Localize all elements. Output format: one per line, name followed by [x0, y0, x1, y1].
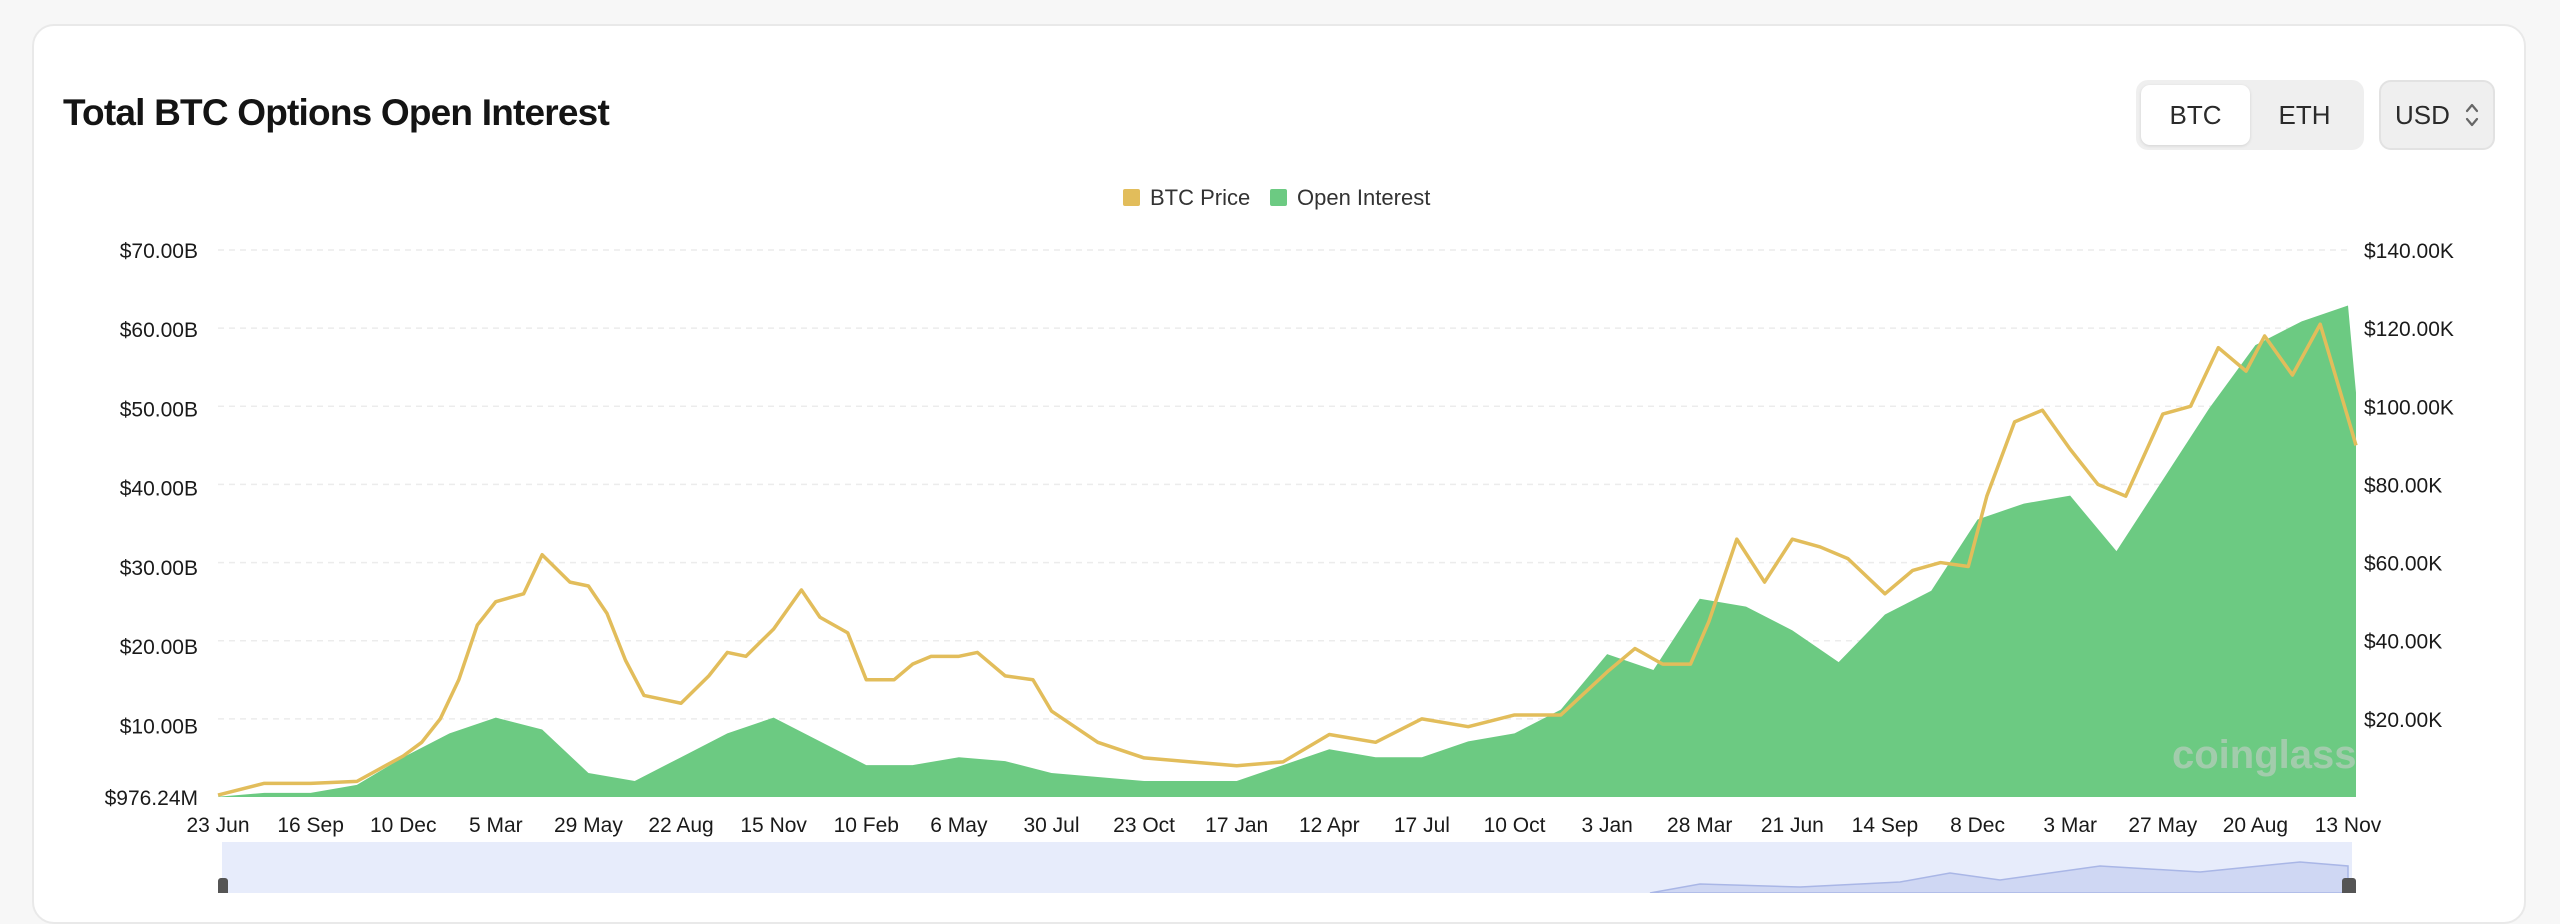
x-tick-label: 14 Sep	[1852, 814, 1919, 837]
x-tick-label: 13 Nov	[2315, 814, 2382, 837]
x-tick-label: 17 Jan	[1205, 814, 1268, 837]
y-left-tick-label: $60.00B	[120, 319, 198, 342]
x-tick-label: 23 Jun	[186, 814, 249, 837]
y-left-tick-label: $40.00B	[120, 478, 198, 501]
chart-legend: BTC Price Open Interest	[1123, 185, 1430, 210]
y-left-tick-label: $50.00B	[120, 398, 198, 421]
x-tick-label: 30 Jul	[1023, 814, 1079, 837]
open-interest-chart[interactable]: $976.24M $10.00B $20.00B $30.00B $40.00B $50.…	[0, 0, 2560, 893]
x-tick-label: 5 Mar	[469, 814, 523, 837]
unit-select[interactable]: USD	[2379, 80, 2495, 150]
legend-label: BTC Price	[1150, 185, 1250, 210]
page-title: Total BTC Options Open Interest	[63, 92, 610, 133]
y-right-tick-label: $20.00K	[2364, 709, 2442, 732]
asset-toggle: BTC ETH	[2136, 80, 2364, 150]
watermark-text: coinglass	[2172, 733, 2357, 777]
open-interest-area	[218, 305, 2356, 797]
x-tick-label: 28 Mar	[1667, 814, 1732, 837]
y-right-tick-label: $120.00K	[2364, 318, 2454, 341]
x-tick-label: 3 Mar	[2043, 814, 2097, 837]
x-tick-label: 27 May	[2128, 814, 2197, 837]
x-tick-label: 22 Aug	[648, 814, 713, 837]
x-tick-label: 3 Jan	[1581, 814, 1632, 837]
x-tick-label: 10 Oct	[1484, 814, 1546, 837]
x-tick-label: 20 Aug	[2223, 814, 2288, 837]
y-left-tick-label: $10.00B	[120, 715, 198, 738]
legend-swatch	[1123, 189, 1140, 206]
y-right-tick-label: $100.00K	[2364, 396, 2454, 419]
btc-price-line	[217, 322, 2358, 797]
y-right-tick-label: $60.00K	[2364, 553, 2442, 576]
x-tick-label: 15 Nov	[740, 814, 807, 837]
x-tick-label: 21 Jun	[1761, 814, 1824, 837]
y-right-tick-label: $80.00K	[2364, 474, 2442, 497]
unit-select-value: USD	[2395, 99, 2450, 130]
legend-swatch	[1270, 189, 1287, 206]
range-handle-left[interactable]	[218, 878, 228, 893]
asset-btc-button[interactable]: BTC	[2141, 85, 2250, 145]
y-left-tick-label: $976.24M	[105, 787, 198, 810]
x-tick-label: 16 Sep	[277, 814, 344, 837]
x-tick-label: 10 Dec	[370, 814, 437, 837]
x-tick-label: 8 Dec	[1950, 814, 2005, 837]
x-tick-label: 23 Oct	[1113, 814, 1175, 837]
x-tick-label: 29 May	[554, 814, 623, 837]
y-left-tick-label: $30.00B	[120, 557, 198, 580]
x-tick-label: 6 May	[930, 814, 988, 837]
x-tick-label: 12 Apr	[1299, 814, 1360, 837]
x-tick-label: 17 Jul	[1394, 814, 1450, 837]
x-tick-label: 10 Feb	[834, 814, 899, 837]
legend-label: Open Interest	[1297, 185, 1430, 210]
y-left-tick-label: $70.00B	[120, 240, 198, 263]
chevron-up-down-icon	[2465, 103, 2479, 127]
range-navigator-series	[1649, 861, 2349, 893]
y-left-tick-label: $20.00B	[120, 636, 198, 659]
y-right-tick-label: $140.00K	[2364, 240, 2454, 263]
range-handle-right[interactable]	[2342, 878, 2356, 893]
y-right-tick-label: $40.00K	[2364, 631, 2442, 654]
asset-eth-button[interactable]: ETH	[2250, 85, 2359, 145]
